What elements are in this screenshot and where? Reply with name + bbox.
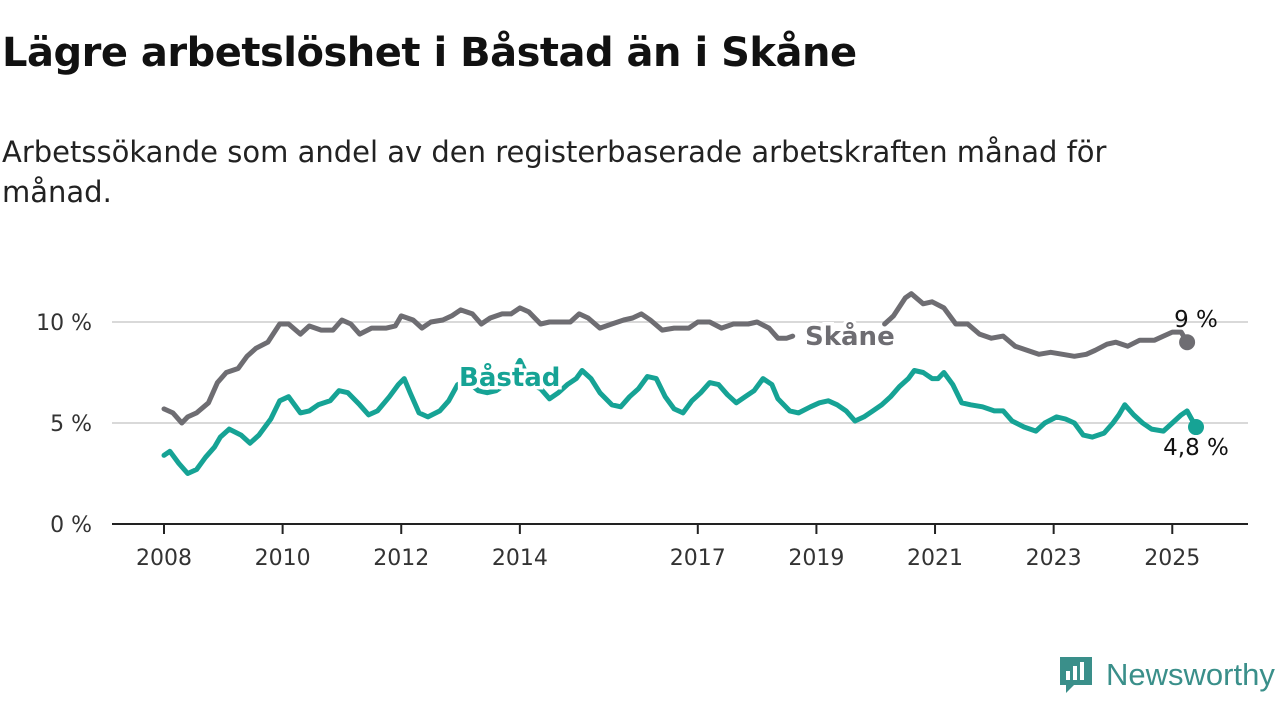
series-label-skane: Skåne bbox=[805, 320, 895, 352]
series-line-skane bbox=[882, 291, 1190, 359]
chart-title: Lägre arbetslöshet i Båstad än i Skåne bbox=[2, 30, 857, 76]
y-tick-label: 10 % bbox=[36, 311, 92, 336]
series-line-skane bbox=[161, 305, 796, 426]
end-label-skane: 9 % bbox=[1174, 307, 1218, 333]
chart-subtitle: Arbetssökande som andel av den registerb… bbox=[2, 135, 1107, 209]
x-tick-label: 2008 bbox=[136, 546, 192, 571]
end-point-bastad bbox=[1188, 419, 1204, 436]
end-label-bastad: 4,8 % bbox=[1163, 435, 1229, 461]
brand-name: Newsworthy bbox=[1106, 657, 1275, 692]
x-tick-label: 2025 bbox=[1144, 546, 1200, 571]
x-tick-label: 2021 bbox=[907, 546, 963, 571]
x-tick-label: 2012 bbox=[373, 546, 429, 571]
x-tick-label: 2023 bbox=[1026, 546, 1082, 571]
x-tick-label: 2019 bbox=[788, 546, 844, 571]
y-tick-label: 0 % bbox=[50, 513, 92, 538]
series-line-bastad bbox=[161, 357, 1199, 476]
series-label-bastad: Båstad bbox=[459, 361, 560, 393]
x-tick-label: 2010 bbox=[255, 546, 311, 571]
end-point-skane bbox=[1179, 334, 1196, 351]
x-tick-label: 2017 bbox=[670, 546, 726, 571]
newsworthy-logo-icon bbox=[1060, 657, 1092, 693]
brand-logo[interactable]: Newsworthy bbox=[1058, 652, 1275, 698]
x-tick-label: 2014 bbox=[492, 546, 548, 571]
y-tick-label: 5 % bbox=[50, 412, 92, 437]
